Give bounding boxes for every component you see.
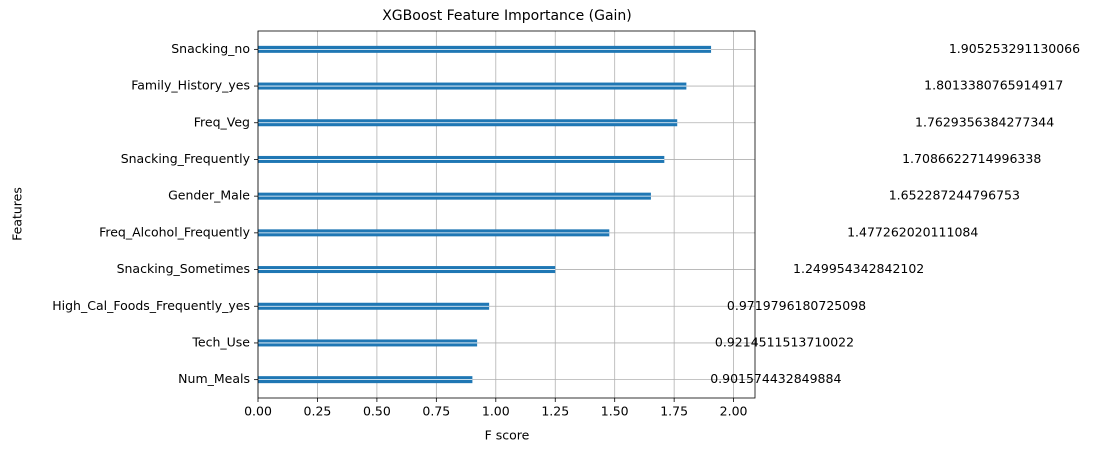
y-tick-label: Freq_Alcohol_Frequently [99,224,251,239]
x-tick-label: 1.75 [660,404,688,419]
data-label: 1.249954342842102 [793,261,924,276]
x-axis-label: F score [485,428,530,443]
plot-frame [257,30,756,399]
y-tick-label: Gender_Male [168,188,250,203]
x-tick-label: 0.25 [304,404,332,419]
data-label: 1.905253291130066 [949,41,1080,56]
data-label: 0.9719796180725098 [727,298,866,313]
x-tick-label: 0.00 [244,404,272,419]
x-tick-label: 1.50 [601,404,629,419]
y-tick-label: Tech_Use [191,334,250,349]
y-tick-label: Num_Meals [178,371,250,386]
y-tick-label: Snacking_Frequently [121,151,251,166]
data-label: 1.477262020111084 [847,224,978,239]
x-tick-label: 1.00 [482,404,510,419]
data-label: 1.7086622714996338 [902,151,1041,166]
y-tick-label: High_Cal_Foods_Frequently_yes [52,298,250,313]
data-label: 1.8013380765914917 [924,78,1063,93]
y-tick-label: Freq_Veg [194,114,250,129]
x-tick-label: 1.25 [541,404,569,419]
y-tick-label: Snacking_Sometimes [117,261,250,276]
y-axis-label: Features [10,187,25,241]
data-label: 0.9214511513710022 [715,334,854,349]
x-tick-label: 0.50 [363,404,391,419]
x-tick-label: 0.75 [422,404,450,419]
data-label: 1.7629356384277344 [915,114,1054,129]
data-label: 1.652287244796753 [889,188,1020,203]
y-tick-label: Snacking_no [171,41,250,56]
x-tick-label: 2.00 [720,404,748,419]
chart-title: XGBoost Feature Importance (Gain) [382,8,632,24]
y-tick-label: Family_History_yes [131,78,250,93]
data-label: 0.901574432849884 [710,371,841,386]
